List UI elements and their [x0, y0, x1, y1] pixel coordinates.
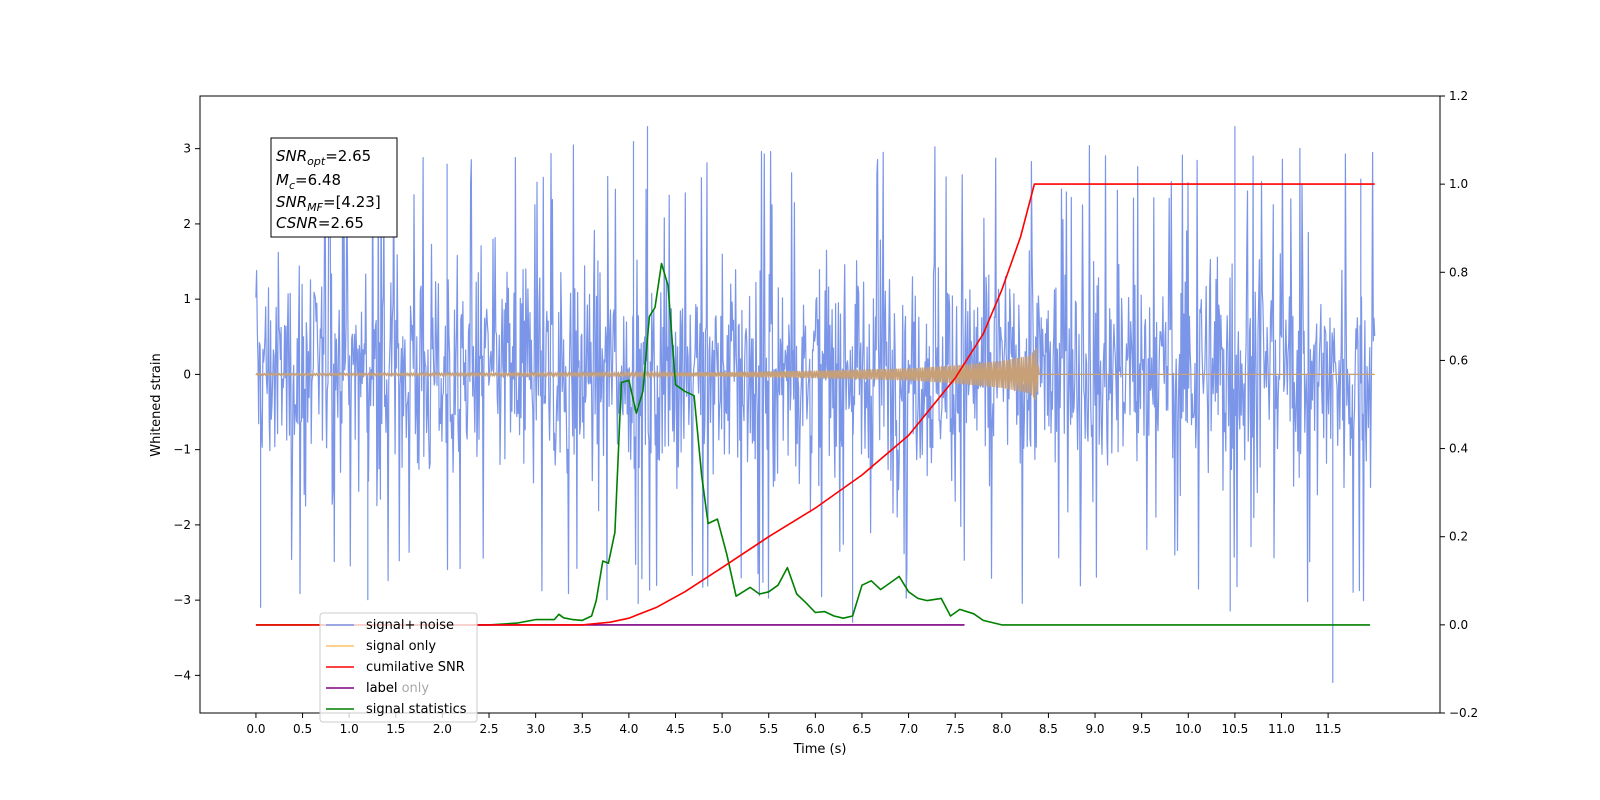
y-right-tick-label: 0.2: [1449, 530, 1468, 544]
y-tick-label: −3: [173, 593, 191, 607]
x-tick-label: 2.5: [479, 722, 498, 736]
y-tick-label: −1: [173, 443, 191, 457]
x-tick-label: 8.0: [992, 722, 1011, 736]
legend-frame: [319, 612, 478, 723]
annotation-snr-opt: SNRopt=2.65: [276, 147, 371, 168]
x-tick-label: 7.5: [946, 722, 965, 736]
legend-label-signal-only: signal only: [366, 639, 436, 654]
x-tick-label: 1.0: [340, 722, 359, 736]
x-tick-label: 8.5: [1039, 722, 1058, 736]
x-tick-label: 7.0: [899, 722, 918, 736]
annotation-chirp-mass: Mc=6.48: [276, 171, 341, 192]
legend-label-signal-noise: signal+ noise: [366, 618, 454, 633]
legend-label-label: label: [366, 681, 397, 696]
axes-frame: [199, 95, 1441, 714]
series-cumulative-snr: [255, 183, 1375, 626]
legend: signal+ noise signal only cumilative SNR…: [319, 612, 478, 723]
y-tick-label: 0: [183, 367, 191, 381]
tick-layer: 0.0 0.5 1.0 1.5 2.0 2.5 3.0 3.5 4.0 4.5 5.0 5.5 6.0 6…: [173, 89, 1478, 736]
x-tick-label: 6.5: [852, 722, 871, 736]
x-tick-label: 4.5: [666, 722, 685, 736]
x-tick-label: 9.0: [1085, 722, 1104, 736]
y-right-tick-label: 1.2: [1449, 89, 1468, 103]
x-tick-label: 0.5: [293, 722, 312, 736]
x-tick-label: 11.0: [1268, 722, 1295, 736]
y-tick-label: −4: [173, 668, 191, 682]
legend-label-signal-statistics: signal statistics: [366, 702, 467, 717]
x-tick-label: 9.5: [1132, 722, 1151, 736]
y-tick-label: 3: [183, 142, 191, 156]
x-tick-label: 11.5: [1315, 722, 1342, 736]
annotation-box-frame: [270, 137, 398, 238]
x-tick-label: 5.0: [713, 722, 732, 736]
x-tick-label: 0.0: [246, 722, 265, 736]
y-right-tick-label: −0.2: [1449, 706, 1478, 720]
plot-area: [255, 126, 1376, 683]
y-right-tick-label: 0.0: [1449, 618, 1468, 632]
y-right-tick-label: 0.4: [1449, 442, 1468, 456]
series-signal-only: [255, 348, 1375, 400]
x-axis-label: Time (s): [793, 742, 847, 757]
y-tick-label: 2: [183, 217, 191, 231]
legend-label-cumulative-snr: cumilative SNR: [366, 660, 465, 675]
x-tick-label: 2.0: [433, 722, 452, 736]
x-tick-label: 1.5: [386, 722, 405, 736]
x-tick-label: 3.5: [573, 722, 592, 736]
x-tick-label: 10.0: [1175, 722, 1202, 736]
x-tick-label: 5.5: [759, 722, 778, 736]
legend-label-label-only: label only: [366, 681, 429, 696]
series-signal-noise: [255, 126, 1376, 683]
x-tick-label: 10.5: [1222, 722, 1249, 736]
y-right-tick-label: 1.0: [1449, 177, 1468, 191]
annotation-box: SNRopt=2.65 Mc=6.48 SNRMF=[4.23] CSNR=2.…: [270, 137, 398, 238]
x-tick-label: 3.0: [526, 722, 545, 736]
y-right-tick-label: 0.8: [1449, 265, 1468, 279]
x-tick-label: 6.0: [806, 722, 825, 736]
series-signal-statistics: [255, 262, 1371, 626]
y-tick-label: 1: [183, 292, 191, 306]
annotation-snr-mf: SNRMF=[4.23]: [276, 193, 381, 214]
y-axis-label: Whitened strain: [149, 353, 164, 456]
x-tick-label: 4.0: [619, 722, 638, 736]
annotation-csnr: CSNR=2.65: [276, 214, 364, 232]
y-tick-label: −2: [173, 518, 191, 532]
y-right-tick-label: 0.6: [1449, 353, 1468, 367]
